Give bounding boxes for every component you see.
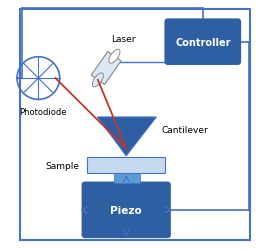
Ellipse shape: [109, 50, 120, 64]
FancyBboxPatch shape: [165, 20, 240, 65]
Text: Laser: Laser: [111, 35, 136, 44]
Polygon shape: [97, 118, 156, 156]
Text: Sample: Sample: [46, 161, 80, 170]
Bar: [87, 158, 165, 174]
Text: Photodiode: Photodiode: [19, 108, 67, 116]
Text: Piezo: Piezo: [110, 205, 142, 215]
Bar: [114, 174, 140, 184]
Polygon shape: [91, 52, 121, 85]
Ellipse shape: [92, 74, 103, 88]
Text: Cantilever: Cantilever: [161, 126, 208, 134]
FancyBboxPatch shape: [82, 182, 170, 238]
Text: Controller: Controller: [175, 38, 231, 48]
